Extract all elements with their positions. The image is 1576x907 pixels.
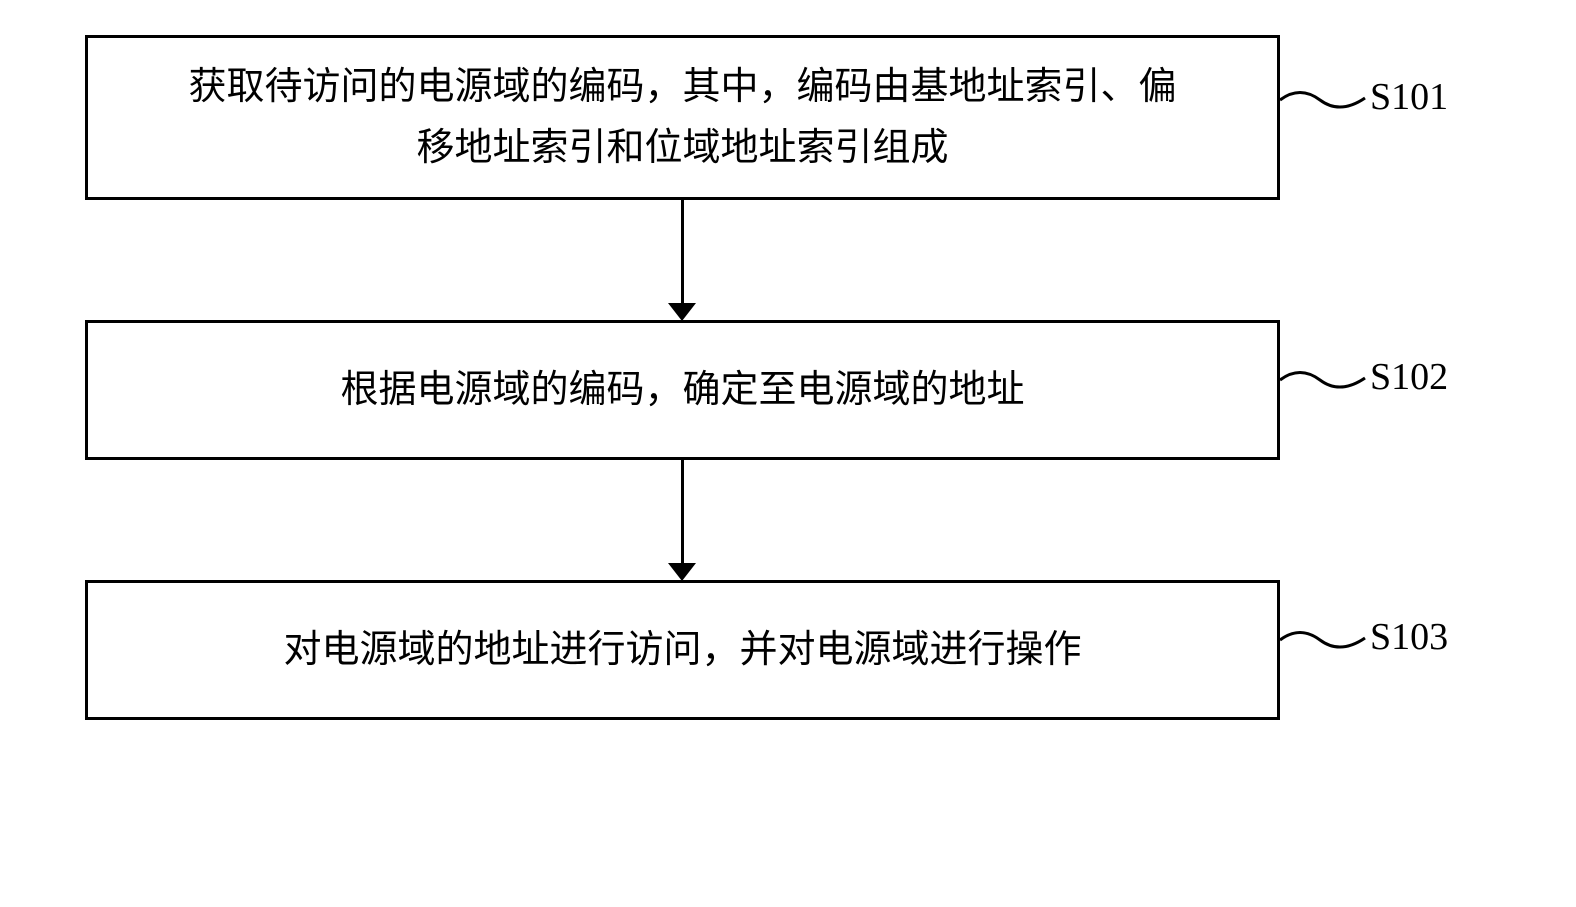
step1-line2: 移地址索引和位域地址索引组成 [416, 127, 948, 169]
connector-arrow-1 [681, 200, 684, 305]
step-text-2: 根据电源域的编码，确定至电源域的地址 [340, 360, 1024, 421]
arrow-head-2 [668, 563, 696, 581]
wavy-connector-3 [1280, 620, 1370, 670]
arrow-head-1 [668, 303, 696, 321]
step-label-2: S102 [1370, 355, 1448, 399]
step-text-1: 获取待访问的电源域的编码，其中，编码由基地址索引、偏 移地址索引和位域地址索引组… [188, 57, 1176, 179]
step1-line1: 获取待访问的电源域的编码，其中，编码由基地址索引、偏 [188, 66, 1176, 108]
step-box-3: 对电源域的地址进行访问，并对电源域进行操作 [85, 580, 1280, 720]
step-box-1: 获取待访问的电源域的编码，其中，编码由基地址索引、偏 移地址索引和位域地址索引组… [85, 35, 1280, 200]
step-box-2: 根据电源域的编码，确定至电源域的地址 [85, 320, 1280, 460]
wavy-connector-2 [1280, 360, 1370, 410]
wavy-connector-1 [1280, 80, 1370, 130]
flowchart-container: 获取待访问的电源域的编码，其中，编码由基地址索引、偏 移地址索引和位域地址索引组… [0, 0, 1576, 907]
step-label-3: S103 [1370, 615, 1448, 659]
step-text-3: 对电源域的地址进行访问，并对电源域进行操作 [283, 620, 1081, 681]
connector-arrow-2 [681, 460, 684, 565]
step-label-1: S101 [1370, 75, 1448, 119]
